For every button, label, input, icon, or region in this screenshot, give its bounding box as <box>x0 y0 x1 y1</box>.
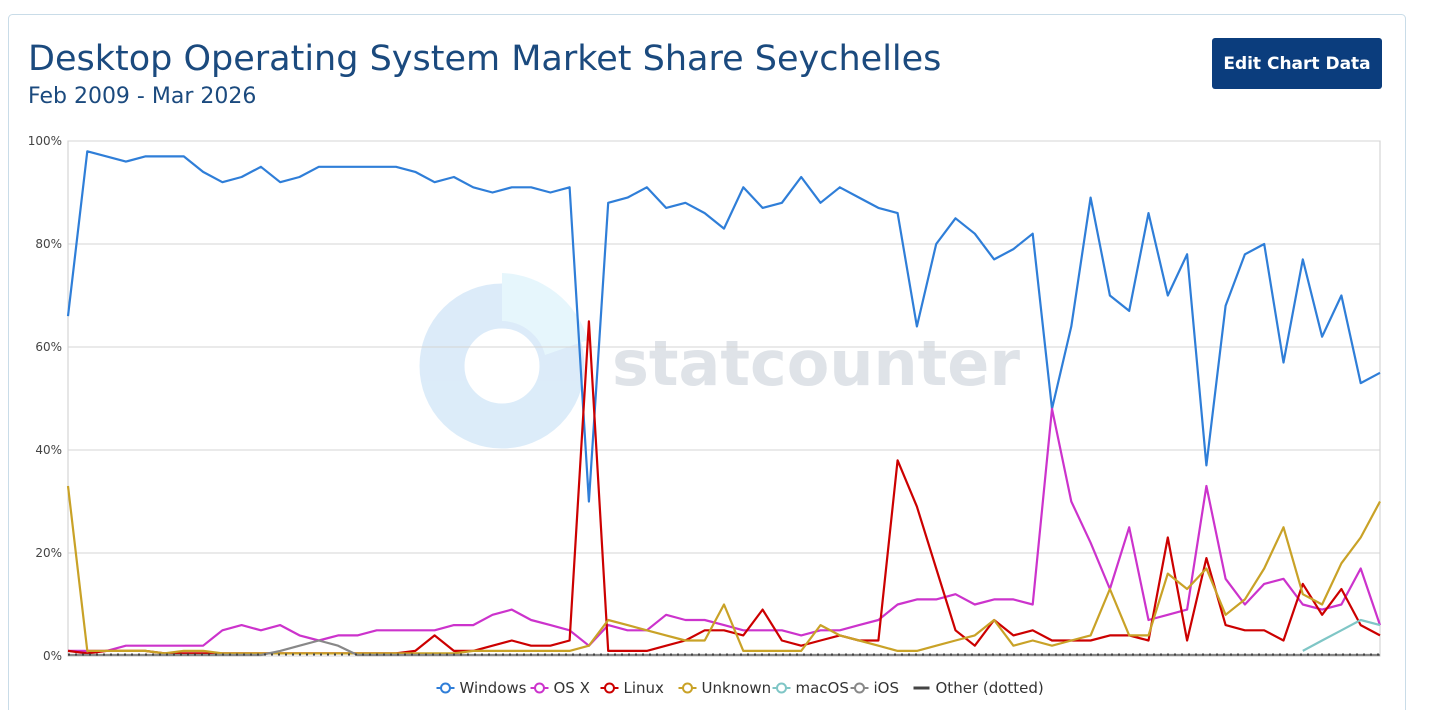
legend-label: Unknown <box>702 679 772 697</box>
legend-label: Windows <box>460 679 527 697</box>
card <box>8 14 1406 710</box>
watermark-logo <box>419 273 588 449</box>
y-tick-label: 0% <box>43 649 62 663</box>
legend-label: Other (dotted) <box>936 679 1044 697</box>
legend-label: macOS <box>796 679 849 697</box>
legend-symbol <box>776 682 787 694</box>
y-tick-label: 20% <box>35 546 62 560</box>
series-line <box>66 150 1381 503</box>
legend-symbol <box>854 682 865 694</box>
series-line <box>68 407 1382 652</box>
edit-chart-data-button[interactable]: Edit Chart Data <box>1212 38 1382 89</box>
series-line <box>1302 618 1381 652</box>
watermark: statcounter <box>612 327 1020 400</box>
legend-symbol <box>440 682 451 694</box>
legend-symbol <box>682 682 693 694</box>
y-tick-label: 100% <box>28 134 62 148</box>
y-tick-label: 40% <box>35 443 62 457</box>
legend-label: OS X <box>554 679 590 697</box>
legend-label: Linux <box>624 679 665 697</box>
legend-symbol <box>534 682 545 694</box>
legend-symbol <box>604 682 615 694</box>
chart-title: Desktop Operating System Market Share Se… <box>28 39 941 79</box>
series-line <box>66 485 1381 655</box>
chart-subtitle: Feb 2009 - Mar 2026 <box>28 84 256 109</box>
y-tick-label: 60% <box>35 340 62 354</box>
legend-label: iOS <box>874 679 900 697</box>
y-tick-label: 80% <box>35 237 62 251</box>
